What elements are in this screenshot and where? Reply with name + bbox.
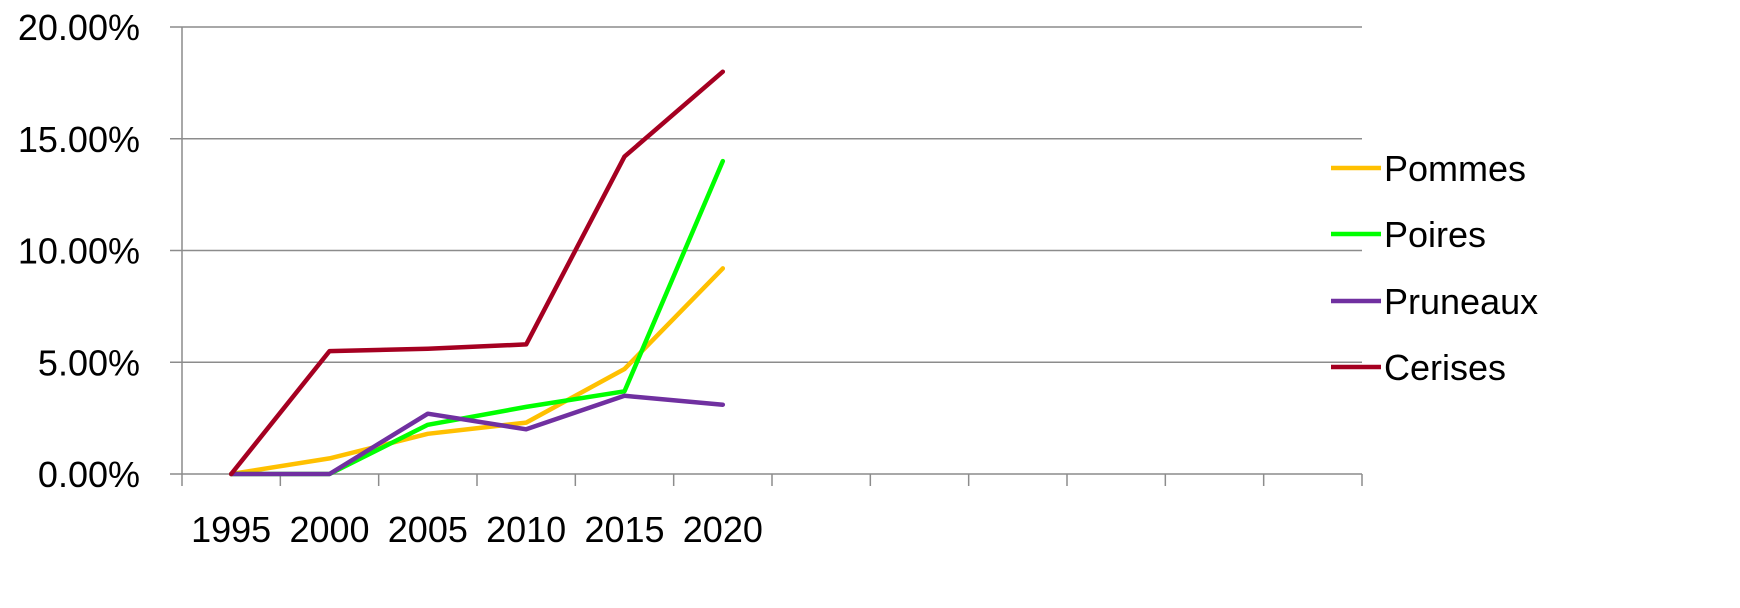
x-tick-label: 2015 — [584, 509, 664, 550]
legend-label: Cerises — [1384, 347, 1506, 388]
x-tick-label: 1995 — [191, 509, 271, 550]
legend: Pommes Poires Pruneaux Cerises — [1331, 148, 1538, 388]
axes — [181, 27, 1363, 486]
x-tick-label: 2020 — [683, 509, 763, 550]
gridlines — [170, 26, 1362, 475]
x-tick-label: 2000 — [289, 509, 369, 550]
y-tick-label: 15.00% — [18, 119, 140, 160]
y-tick-label: 5.00% — [38, 342, 140, 383]
y-tick-label: 10.00% — [18, 231, 140, 272]
legend-label: Pruneaux — [1384, 281, 1538, 322]
series-line-pommes — [228, 266, 726, 477]
x-tick-label: 2005 — [388, 509, 468, 550]
legend-label: Pommes — [1384, 148, 1526, 189]
series-line-pruneaux — [228, 393, 726, 477]
x-tick-label: 2010 — [486, 509, 566, 550]
y-tick-label: 0.00% — [38, 454, 140, 495]
tick-labels: 0.00% 5.00% 10.00% 15.00% 20.00% 1995 2000 2005… — [18, 7, 763, 550]
series-line-cerises — [228, 69, 726, 477]
legend-label: Poires — [1384, 214, 1486, 255]
y-tick-label: 20.00% — [18, 7, 140, 48]
series-lines — [228, 69, 726, 477]
